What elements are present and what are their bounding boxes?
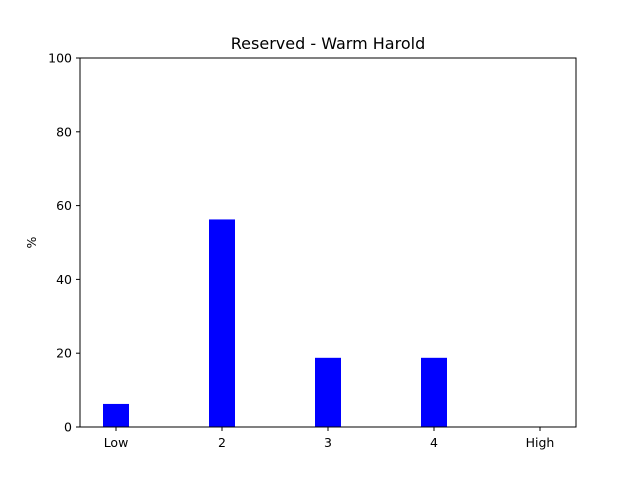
y-axis-label: % <box>24 236 39 248</box>
y-tick-label: 40 <box>56 272 72 287</box>
bar-3 <box>315 357 341 427</box>
bars-group <box>103 219 447 427</box>
plot-frame <box>79 57 577 428</box>
y-tick-label: 100 <box>48 51 72 66</box>
x-ticks-group: Low 2 3 4 High <box>104 427 555 450</box>
y-ticks-group: 0 20 40 60 80 100 <box>48 51 80 435</box>
y-tick-label: 80 <box>56 124 72 139</box>
x-tick-label: High <box>526 435 555 450</box>
y-tick-label: 0 <box>64 420 72 435</box>
bar-2 <box>209 219 235 427</box>
y-tick-label: 60 <box>56 198 72 213</box>
y-tick-label: 20 <box>56 346 72 361</box>
chart-title: Reserved - Warm Harold <box>231 34 425 53</box>
x-tick-label: 3 <box>324 435 332 450</box>
bar-low <box>103 403 129 427</box>
x-tick-label: 2 <box>218 435 226 450</box>
bar-4 <box>421 357 447 427</box>
x-tick-label: Low <box>104 435 129 450</box>
x-tick-label: 4 <box>430 435 438 450</box>
